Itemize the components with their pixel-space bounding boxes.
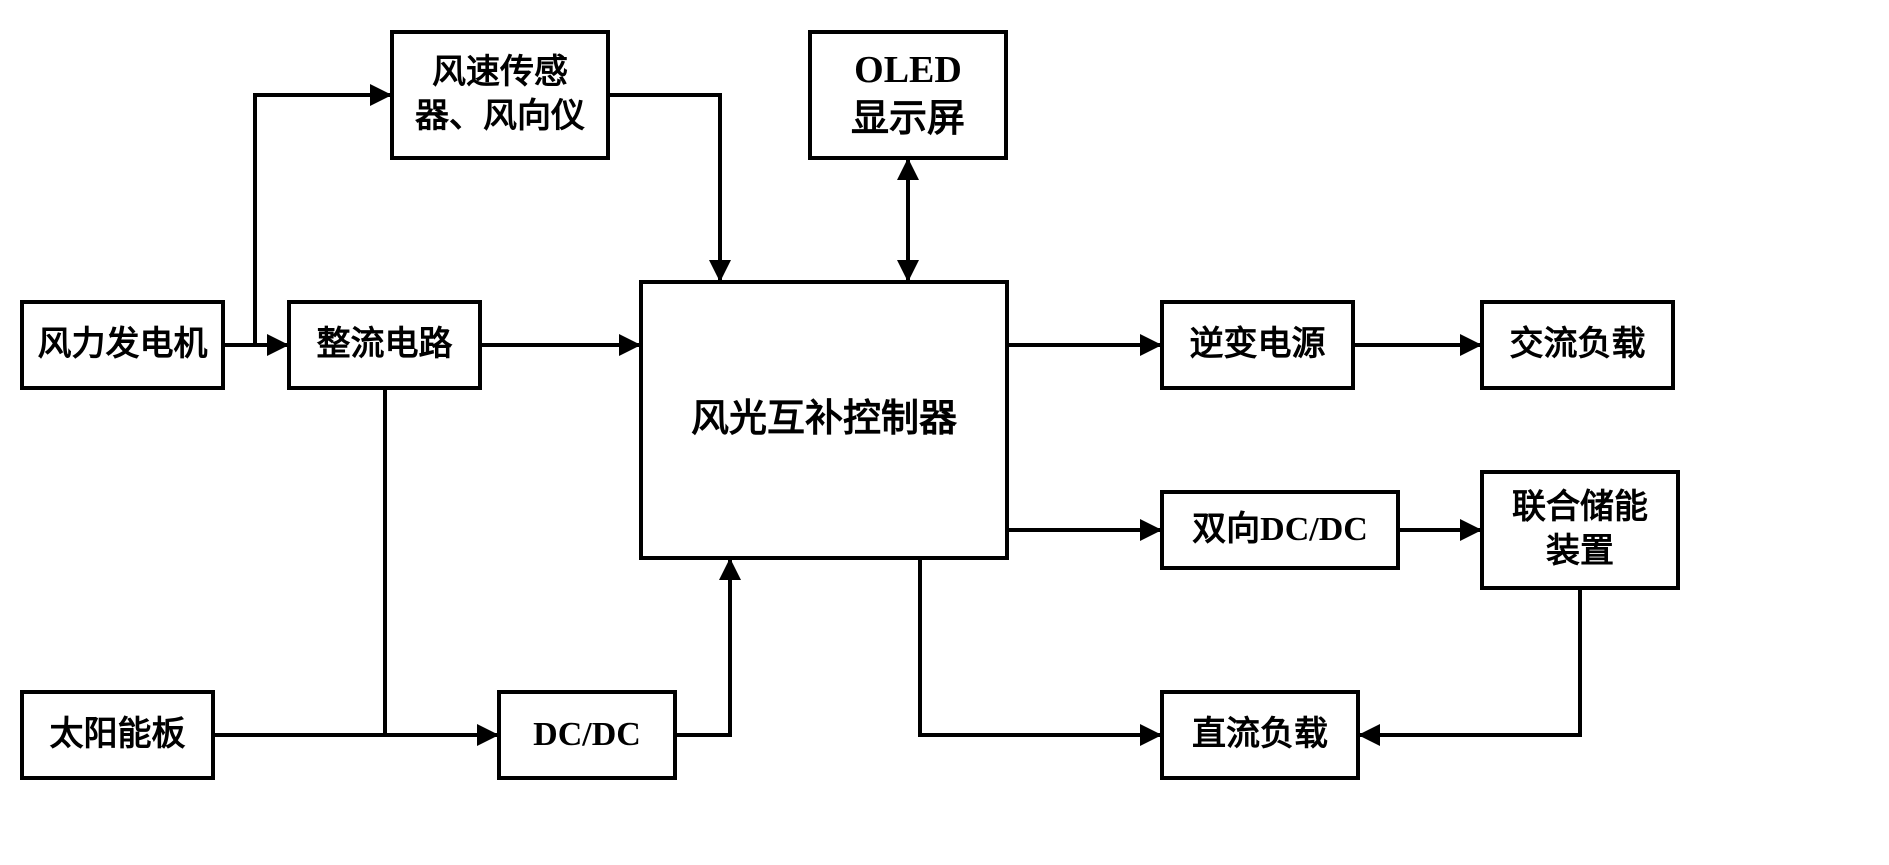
node-label-wind_gen: 风力发电机 (38, 323, 208, 367)
node-bidir_dcdc: 双向DC/DC (1160, 490, 1400, 570)
node-oled: OLED显示屏 (808, 30, 1008, 160)
node-dcdc: DC/DC (497, 690, 677, 780)
node-label-oled: OLED显示屏 (851, 46, 965, 145)
edge-storage-to-dcload (1360, 590, 1580, 735)
node-dc_load: 直流负载 (1160, 690, 1360, 780)
node-solar: 太阳能板 (20, 690, 215, 780)
edge-dcdc-to-ctrl (677, 560, 730, 735)
node-label-inverter: 逆变电源 (1190, 323, 1326, 367)
node-ac_load: 交流负载 (1480, 300, 1675, 390)
node-label-controller: 风光互补控制器 (691, 395, 957, 444)
node-label-wind_sensor: 风速传感器、风向仪 (415, 51, 585, 139)
edge-ctrl-to-dcload (920, 560, 1160, 735)
node-inverter: 逆变电源 (1160, 300, 1355, 390)
node-label-ac_load: 交流负载 (1510, 323, 1646, 367)
node-controller: 风光互补控制器 (639, 280, 1009, 560)
node-storage: 联合储能装置 (1480, 470, 1680, 590)
node-label-solar: 太阳能板 (50, 713, 186, 757)
node-label-dc_load: 直流负载 (1192, 713, 1328, 757)
node-label-dcdc: DC/DC (533, 713, 641, 757)
node-label-rectifier: 整流电路 (317, 323, 453, 367)
node-rectifier: 整流电路 (287, 300, 482, 390)
edge-sensor-to-ctrl (610, 95, 720, 280)
node-wind_gen: 风力发电机 (20, 300, 225, 390)
node-label-storage: 联合储能装置 (1512, 486, 1648, 574)
node-label-bidir_dcdc: 双向DC/DC (1192, 508, 1368, 552)
edge-rect-to-dcdc (385, 390, 497, 735)
node-wind_sensor: 风速传感器、风向仪 (390, 30, 610, 160)
